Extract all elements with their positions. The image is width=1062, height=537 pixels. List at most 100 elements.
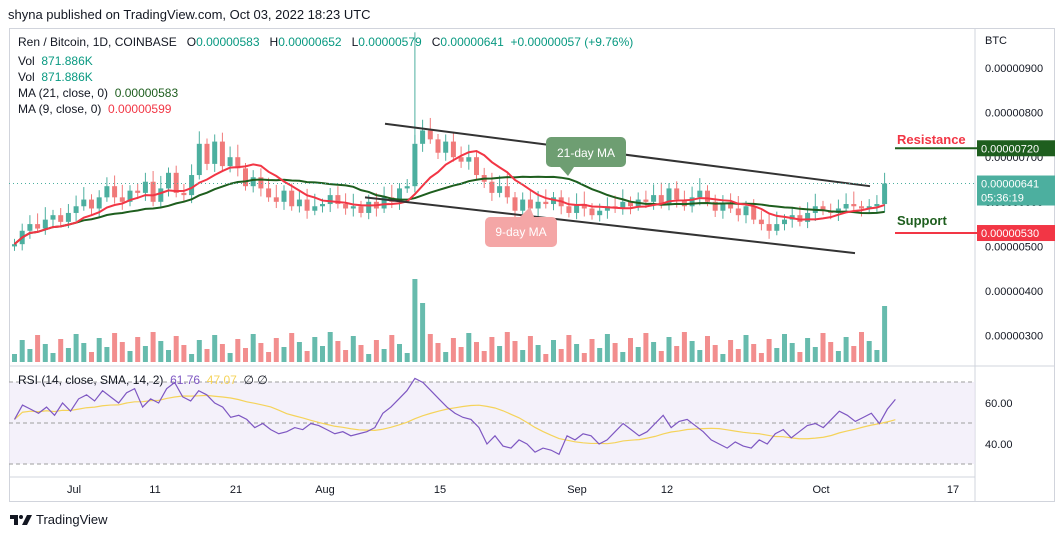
candle-body [474,157,479,176]
candle-body [712,201,718,211]
volume-bar [327,332,333,362]
support-price-label: 0.00000530 [981,228,1039,240]
vol1-value: 871.886K [41,54,93,68]
volume-bar [219,344,225,362]
candle-body [512,197,518,211]
volume-bar [35,335,41,362]
current-price-label: 0.00000641 [981,179,1039,191]
channel-lower-line [364,196,856,255]
volume-bar [19,340,25,362]
volume-bar [450,338,456,362]
high-value: 0.00000652 [278,35,342,49]
volume-bar [835,351,841,362]
x-tick-label: 12 [661,484,673,496]
candle-body [58,215,64,222]
candle-body [489,181,495,193]
rsi-sma-value: 47.07 [206,373,237,387]
candle-body [535,201,541,209]
candle-body [235,157,241,169]
rsi-tick-label: 60.00 [985,398,1013,410]
symbol-label: Ren / Bitcoin, 1D, COINBASE [18,35,177,49]
volume-bar [96,338,102,362]
candle-body [289,190,295,207]
resistance-price-label: 0.00000720 [981,143,1039,155]
candle-body [466,157,472,162]
volume-bar [73,334,79,362]
volume-bar [235,339,241,362]
volume-bar [289,333,295,362]
tradingview-logo[interactable]: TradingView [10,512,108,527]
open-label: O [186,35,197,49]
volume-bar [166,350,171,362]
x-tick-label: 17 [947,484,959,496]
ma9-callout-text: 9-day MA [495,225,546,239]
candle-body [312,206,318,211]
volume-bar [58,339,64,362]
volume-bar [381,349,387,362]
volume-bar [620,352,626,362]
candle-body [42,219,48,229]
volume-bar [851,346,857,362]
x-tick-label: 11 [149,484,160,496]
x-tick-label: Aug [315,484,335,496]
candle-body [597,210,603,216]
y-tick-label: 0.00000800 [985,108,1043,120]
x-tick-label: Jul [67,484,81,496]
candle-body [112,186,118,198]
candle-body [450,141,456,158]
tradingview-logo-icon [10,514,32,525]
candle-body [350,206,356,209]
high-label: H [269,35,279,49]
candle-body [728,204,734,209]
candle-body [527,199,533,209]
volume-bar [335,341,341,362]
volume-bar [158,341,164,362]
volume-bar [566,335,572,362]
ma9-legend: MA (9, close, 0) 0.00000599 [18,102,171,116]
chart-frame [9,28,1055,502]
volume-bar [404,353,410,362]
volume-bar [189,354,195,362]
volume-bar [435,343,441,362]
rsi-sma-line [14,394,896,445]
candle-body [343,204,349,209]
ma9-callout-box [485,217,557,247]
volume-bar [743,335,749,362]
volume-bar [797,352,803,362]
candle-body [782,219,787,225]
volume-bar [104,347,110,362]
volume-bar [250,334,256,362]
volume-bar [65,348,71,362]
volume-bar [50,353,56,362]
volume-bar [628,338,633,362]
candle-body [89,199,94,209]
vol-legend-1: Vol 871.886K [18,54,93,68]
candle-body [751,206,757,220]
volume-bar [789,343,795,362]
candle-body [258,177,264,189]
volume-bar [373,340,379,362]
volume-bar [204,349,210,362]
volume-bar [666,337,672,362]
vol2-value: 871.886K [41,70,93,84]
volume-bar [612,343,618,362]
volume-bar [173,336,179,362]
candle-body [458,157,464,162]
volume-bar [558,349,564,362]
candle-body [204,143,210,164]
candle-body [397,188,402,202]
candle-body [735,208,741,216]
x-tick-label: Sep [567,484,587,496]
volume-bar [42,344,48,362]
volume-bar [758,353,764,362]
candle-body [173,172,179,193]
channel-upper-line [384,122,871,188]
vol2-label: Vol [18,70,35,84]
candle-body [296,199,302,207]
volume-bar [343,350,349,362]
candle-body [651,195,657,202]
volume-bar [635,347,641,362]
volume-bar [196,340,202,362]
rsi-tick-label: 40.00 [985,439,1013,451]
